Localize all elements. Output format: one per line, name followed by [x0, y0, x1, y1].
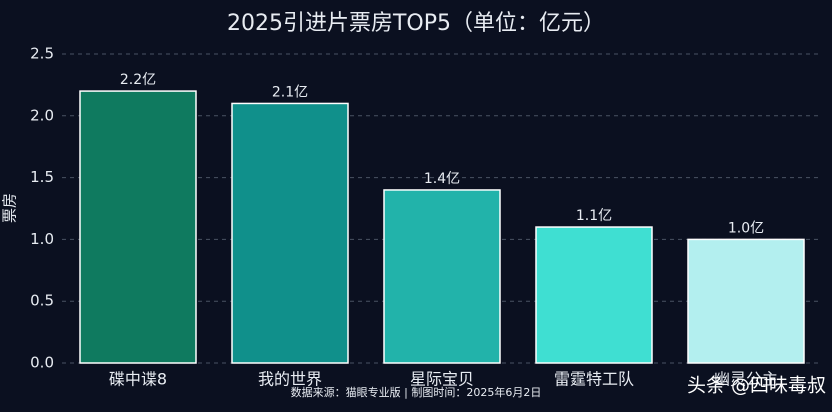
x-tick-label: 星际宝贝	[410, 370, 474, 389]
y-tick-label: 1.5	[30, 168, 54, 186]
bar	[687, 238, 805, 364]
y-tick-label: 0.5	[30, 292, 54, 310]
y-tick-label: 2.0	[30, 106, 54, 124]
value-label: 2.1亿	[272, 84, 308, 100]
bar	[231, 102, 349, 364]
source-note: 数据来源：猫眼专业版 | 制图时间：2025年6月2日	[291, 385, 542, 399]
bar	[383, 189, 501, 364]
bar	[535, 226, 653, 364]
value-label: 1.0亿	[728, 220, 764, 236]
x-tick-label: 碟中谍8	[109, 370, 167, 389]
value-label: 1.4亿	[424, 171, 460, 187]
y-tick-label: 1.0	[30, 230, 54, 248]
x-tick-label: 雷霆特工队	[554, 370, 634, 389]
x-tick-label: 我的世界	[258, 370, 322, 389]
value-label: 2.2亿	[120, 72, 156, 88]
bar	[79, 90, 197, 364]
value-label: 1.1亿	[576, 208, 612, 224]
x-tick-label: 幽灵公主	[714, 370, 778, 389]
chart-title: 2025引进片票房TOP5（单位：亿元）	[227, 11, 605, 36]
y-axis-label: 票房	[1, 193, 19, 223]
y-tick-label: 2.5	[30, 45, 54, 63]
y-tick-label: 0.0	[30, 354, 54, 372]
watermark: 头条 @四味毒叔	[687, 375, 826, 397]
